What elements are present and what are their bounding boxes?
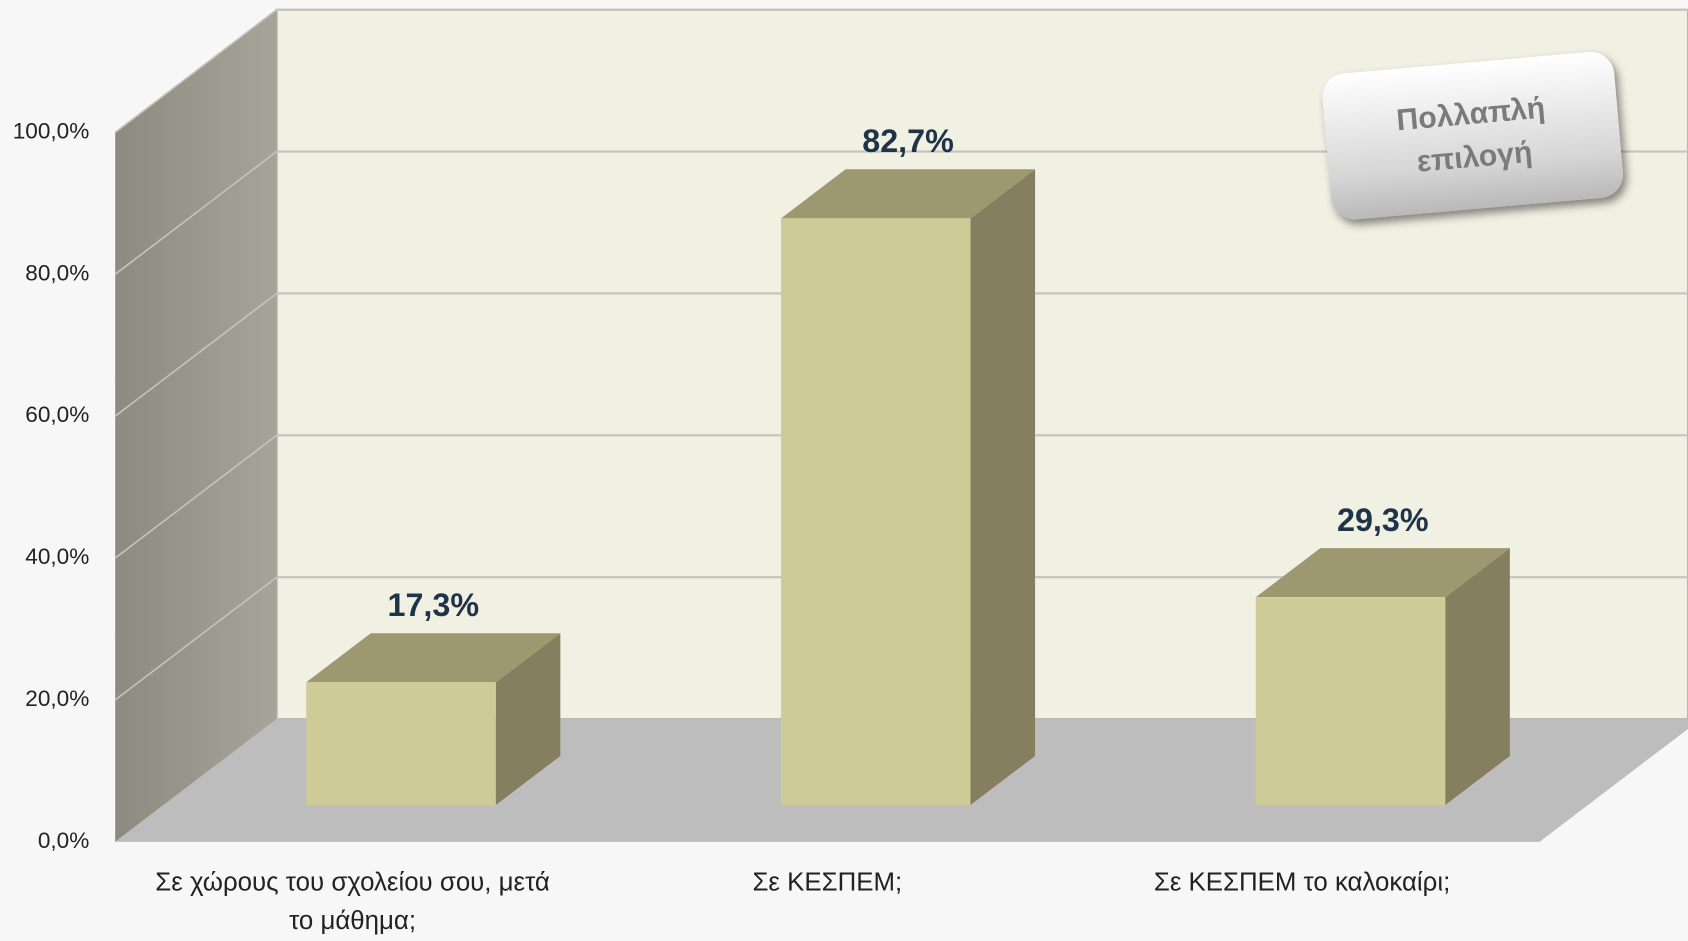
y-tick-label: 0,0% — [38, 828, 90, 853]
x-tick-label: Σε ΚΕΣΠΕΜ; — [752, 867, 903, 897]
grid-line — [114, 292, 278, 417]
y-tick-label: 100,0% — [13, 118, 90, 143]
value-label: 29,3% — [1337, 502, 1429, 538]
x-tick-label: Σε χώρους του σχολείου σου, μετά το μάθη… — [155, 867, 550, 936]
bar-side — [1445, 548, 1510, 806]
x-tick-label: Σε ΚΕΣΠΕΜ το καλοκαίρι; — [1153, 867, 1451, 897]
side-wall — [115, 9, 277, 842]
bar-top — [781, 169, 1036, 219]
bar — [781, 218, 971, 806]
value-label: 82,7% — [862, 123, 954, 159]
bar-side — [495, 633, 561, 806]
y-tick-label: 80,0% — [25, 260, 89, 285]
y-tick-label: 20,0% — [25, 686, 89, 711]
grid-line — [114, 150, 278, 275]
bar — [306, 682, 496, 806]
annotation: Πολλαπλή επιλογή — [1320, 49, 1625, 222]
y-tick-label: 40,0% — [25, 544, 89, 569]
grid-line — [114, 434, 278, 559]
bar-top — [1255, 548, 1510, 598]
grid-line — [114, 576, 278, 701]
y-tick-label: 60,0% — [25, 402, 89, 427]
bar — [1255, 597, 1446, 806]
bar-side — [970, 169, 1036, 806]
bar-top — [306, 633, 561, 683]
value-label: 17,3% — [388, 587, 480, 623]
grid-line — [114, 9, 278, 134]
